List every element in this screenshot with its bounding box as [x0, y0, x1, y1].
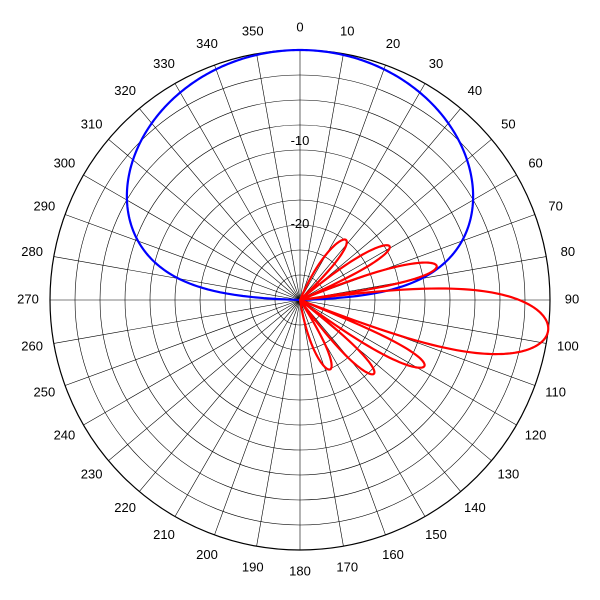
angle-label-70: 70 — [548, 198, 562, 213]
angle-label-270: 270 — [17, 291, 39, 306]
angle-label-140: 140 — [464, 500, 486, 515]
angle-label-30: 30 — [429, 56, 443, 71]
angle-label-330: 330 — [153, 56, 175, 71]
angle-label-50: 50 — [501, 117, 515, 132]
angle-label-0: 0 — [296, 19, 303, 34]
polar-chart: 10 20 30 40 50 60 70 80 90 100 110 120 130 140 150 160 1… — [0, 0, 600, 600]
angle-label-340: 340 — [196, 36, 218, 51]
angle-label-10: 10 — [340, 24, 354, 39]
angle-label-260: 260 — [21, 339, 43, 354]
angle-label-20: 20 — [386, 36, 400, 51]
angle-label-300: 300 — [54, 155, 76, 170]
angle-label-250: 250 — [34, 384, 56, 399]
angle-label-290: 290 — [34, 198, 56, 213]
angle-label-190: 190 — [242, 559, 264, 574]
angle-label-210: 210 — [153, 527, 175, 542]
angle-label-310: 310 — [81, 117, 103, 132]
angle-label-320: 320 — [114, 83, 136, 98]
angle-label-180: 180 — [289, 563, 311, 578]
angle-label-110: 110 — [545, 384, 566, 399]
angle-label-80: 80 — [561, 244, 575, 259]
angle-label-100: 100 — [557, 339, 579, 354]
angle-label-40: 40 — [468, 83, 482, 98]
angle-label-60: 60 — [528, 155, 542, 170]
angle-label-220: 220 — [114, 500, 136, 515]
angle-label-240: 240 — [54, 427, 76, 442]
angle-label-150: 150 — [425, 527, 447, 542]
angle-label-350: 350 — [242, 24, 264, 39]
angle-label-200: 200 — [196, 547, 218, 562]
angle-label-120: 120 — [525, 427, 547, 442]
angle-label-130: 130 — [498, 466, 520, 481]
series-pattern-b — [300, 240, 548, 375]
radial-label-1: -10 — [291, 133, 310, 148]
angle-label-230: 230 — [81, 466, 103, 481]
angle-label-280: 280 — [21, 244, 43, 259]
angle-label-170: 170 — [336, 559, 358, 574]
radial-label-2: -20 — [291, 216, 310, 231]
angle-label-160: 160 — [382, 547, 404, 562]
chart-series — [127, 50, 548, 374]
angle-label-90: 90 — [565, 291, 579, 306]
